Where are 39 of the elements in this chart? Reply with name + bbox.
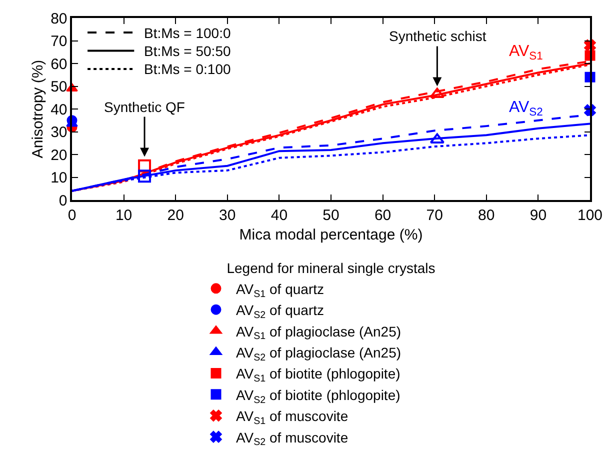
legend-label: Bt:Ms = 50:50 [144,43,231,59]
legend-label: AV$_{S2}$ [236,302,266,321]
legend-title: Legend for mineral single crystals [226,260,436,276]
text: of quartz [270,302,324,318]
x-tick-label: 10 [115,206,132,224]
y-tick-label: 70 [50,33,68,50]
y-tick-label: 0 [58,192,68,210]
y-tick-label: 80 [50,10,68,28]
legend-label: Bt:Ms = 0:100 [144,61,231,77]
x-tick-label: 40 [270,206,288,224]
y-axis-title: Anisotropy (%) [29,60,46,158]
x-tick-label: 80 [478,206,495,224]
legend-label: AV$_{S1}$ of plagioclase (An25) [236,323,402,342]
annotation: Synthetic schist [389,28,486,44]
x-axis-title: Mica modal percentage (%) [239,226,423,244]
y-tick-label: 60 [50,56,68,73]
legend-label: AV$_{S1}$ of muscovite [236,408,348,427]
x-tick-label: 90 [530,206,547,224]
y-tick-label: 10 [50,170,68,186]
y-tick-label: 50 [50,78,68,96]
x-tick-label: 70 [426,206,443,224]
legend-label: Bt:Ms = 100:0 [144,25,231,41]
y-tick-label: 30 [50,124,68,141]
x-tick-label: 30 [219,206,236,224]
x-tick-label: 50 [322,206,340,224]
y-tick-label: 20 [50,146,68,164]
legend-label: AV$_{S2}$ of plagioclase (An25) [236,344,402,364]
legend-label: AV$_{S2}$ of muscovite [236,429,348,448]
text: of quartz [270,280,324,297]
y-tick-label: 40 [50,101,68,118]
text: AV$_{S2}$ [509,99,543,118]
text: AV$_{S1}$ [509,43,543,62]
x-tick-label: 20 [167,206,184,224]
x-tick-label: 60 [374,206,392,224]
legend-label: AV$_{S2}$ of biotite (phlogopite) [236,386,400,406]
legend-label: AV$_{S1}$ [236,280,266,300]
x-tick-label: 100 [577,206,603,224]
annotation: Synthetic QF [104,99,185,115]
legend-label: AV$_{S1}$ of biotite (phlogopite) [236,366,400,385]
